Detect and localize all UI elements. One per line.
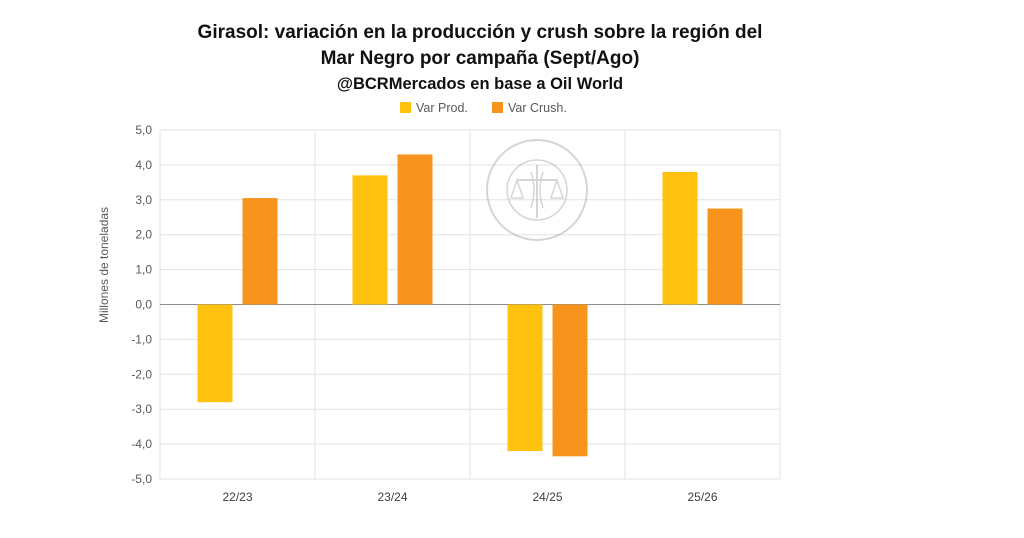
- legend-label: Var Crush.: [508, 101, 567, 115]
- x-tick-label: 23/24: [377, 490, 407, 504]
- y-tick-label: 4,0: [135, 158, 152, 172]
- bar: [507, 304, 543, 452]
- bar: [242, 198, 278, 305]
- y-tick-label: -2,0: [131, 367, 152, 381]
- chart-title: Girasol: variación en la producción y cr…: [197, 22, 763, 43]
- bar: [662, 171, 698, 305]
- x-tick-label: 24/25: [532, 490, 562, 504]
- x-tick-label: 22/23: [222, 490, 252, 504]
- y-tick-label: 1,0: [135, 263, 152, 277]
- legend-label: Var Prod.: [416, 101, 468, 115]
- watermark-seal: [486, 139, 588, 241]
- y-tick-label: 5,0: [135, 123, 152, 137]
- chart-title-line2: Mar Negro por campaña (Sept/Ago): [320, 48, 640, 69]
- legend: Var Prod. Var Crush.: [400, 101, 567, 115]
- y-tick-label: -1,0: [131, 332, 152, 346]
- x-tick-label: 25/26: [687, 490, 717, 504]
- bar: [397, 154, 433, 305]
- y-tick-label: 2,0: [135, 228, 152, 242]
- y-tick-label: 0,0: [135, 298, 152, 312]
- y-axis-label: Millones de toneladas: [97, 207, 111, 323]
- bars: [197, 154, 743, 457]
- bar: [552, 304, 588, 457]
- bar: [707, 208, 743, 305]
- legend-swatch: [492, 102, 503, 113]
- chart-subtitle: @BCRMercados en base a Oil World: [336, 75, 624, 93]
- y-tick-label: -4,0: [131, 437, 152, 451]
- x-tick-labels: 22/23 23/24 24/25 25/26: [222, 490, 717, 504]
- y-tick-label: 3,0: [135, 193, 152, 207]
- bar: [352, 175, 388, 305]
- legend-swatch: [400, 102, 411, 113]
- y-tick-label: -3,0: [131, 402, 152, 416]
- bar: [197, 304, 233, 403]
- y-tick-labels: 5,0 4,0 3,0 2,0 1,0 0,0 -1,0 -2,0 -3,0 -4,0 -5,0: [131, 123, 152, 486]
- y-tick-label: -5,0: [131, 472, 152, 486]
